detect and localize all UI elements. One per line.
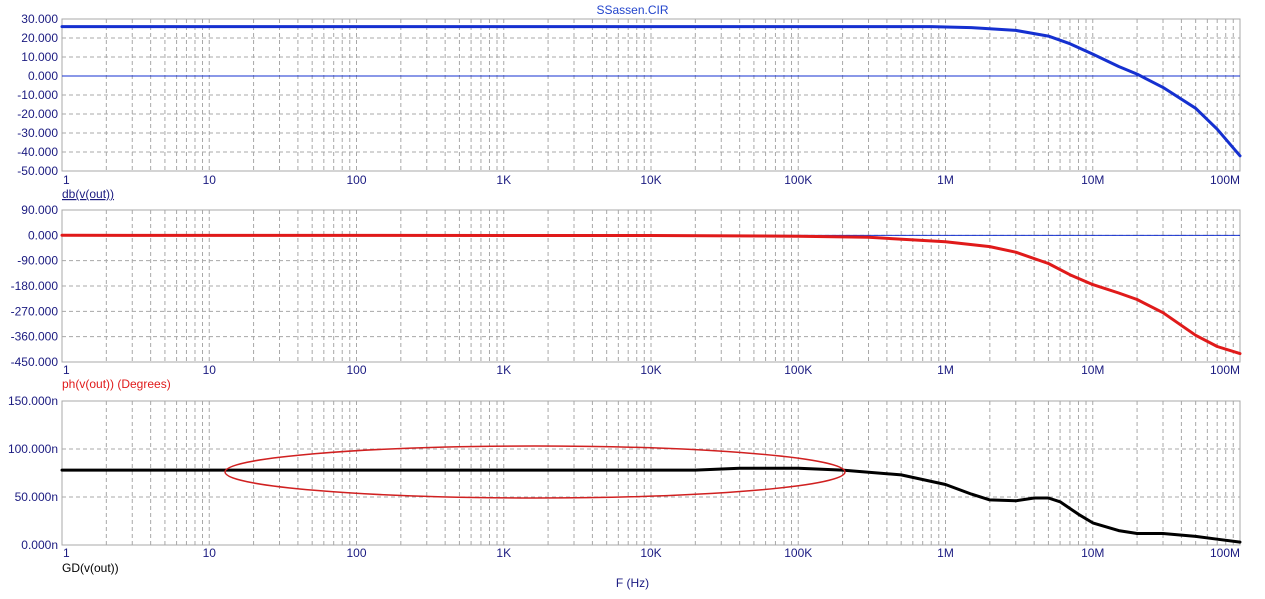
series-line xyxy=(60,233,1242,356)
y-tick-label: 10.000 xyxy=(21,50,58,64)
y-tick-label: -40.000 xyxy=(17,145,58,159)
x-tick-label: 100M xyxy=(1210,173,1240,187)
y-tick-label: 0.000 xyxy=(28,228,58,242)
x-tick-label: 100 xyxy=(346,363,366,377)
y-tick-label: 30.000 xyxy=(21,12,58,26)
y-tick-label: 100.000n xyxy=(8,442,58,456)
x-tick-label: 1M xyxy=(937,173,954,187)
y-tick-label: -20.000 xyxy=(17,107,58,121)
x-tick-label: 10K xyxy=(640,173,661,187)
x-tick-label: 10M xyxy=(1081,173,1104,187)
y-tick-label: 50.000n xyxy=(15,490,58,504)
x-tick-label: 100K xyxy=(784,546,812,560)
y-tick-label: -360.000 xyxy=(11,330,59,344)
y-tick-label: 0.000 xyxy=(28,69,58,83)
annotation-ellipse xyxy=(224,445,846,499)
y-tick-label: -270.000 xyxy=(11,304,59,318)
y-tick-label: 0.000n xyxy=(21,538,58,552)
x-tick-label: 10 xyxy=(203,173,217,187)
x-tick-label: 10K xyxy=(640,363,661,377)
x-tick-label: 1 xyxy=(63,173,70,187)
x-tick-label: 100M xyxy=(1210,363,1240,377)
chart-title: SSassen.CIR xyxy=(596,3,669,17)
y-tick-label: -450.000 xyxy=(11,355,59,369)
y-tick-label: 20.000 xyxy=(21,31,58,45)
series-label: db(v(out)) xyxy=(62,187,114,201)
x-tick-label: 10 xyxy=(203,363,217,377)
y-tick-label: 90.000 xyxy=(21,203,58,217)
x-tick-label: 100 xyxy=(346,546,366,560)
series-line xyxy=(60,466,1242,544)
x-tick-label: 100K xyxy=(784,173,812,187)
y-tick-label: -30.000 xyxy=(17,126,58,140)
x-tick-label: 1K xyxy=(496,173,511,187)
x-axis-title: F (Hz) xyxy=(615,576,650,590)
x-tick-label: 1K xyxy=(496,363,511,377)
x-tick-label: 1 xyxy=(63,363,70,377)
series-label: ph(v(out)) (Degrees) xyxy=(62,377,171,391)
y-tick-label: -10.000 xyxy=(17,88,58,102)
x-tick-label: 1M xyxy=(937,546,954,560)
x-tick-label: 100M xyxy=(1210,546,1240,560)
y-tick-label: -180.000 xyxy=(11,279,59,293)
y-tick-label: -90.000 xyxy=(17,254,58,268)
x-tick-label: 100K xyxy=(784,363,812,377)
x-tick-label: 10K xyxy=(640,546,661,560)
series-line xyxy=(60,25,1242,158)
x-tick-label: 1 xyxy=(63,546,70,560)
x-tick-label: 1K xyxy=(496,546,511,560)
x-tick-label: 10M xyxy=(1081,546,1104,560)
x-tick-label: 10 xyxy=(203,546,217,560)
x-tick-label: 10M xyxy=(1081,363,1104,377)
series-label: GD(v(out)) xyxy=(62,561,119,575)
x-tick-label: 100 xyxy=(346,173,366,187)
y-tick-label: -50.000 xyxy=(17,164,58,178)
x-tick-label: 1M xyxy=(937,363,954,377)
y-tick-label: 150.000n xyxy=(8,394,58,408)
